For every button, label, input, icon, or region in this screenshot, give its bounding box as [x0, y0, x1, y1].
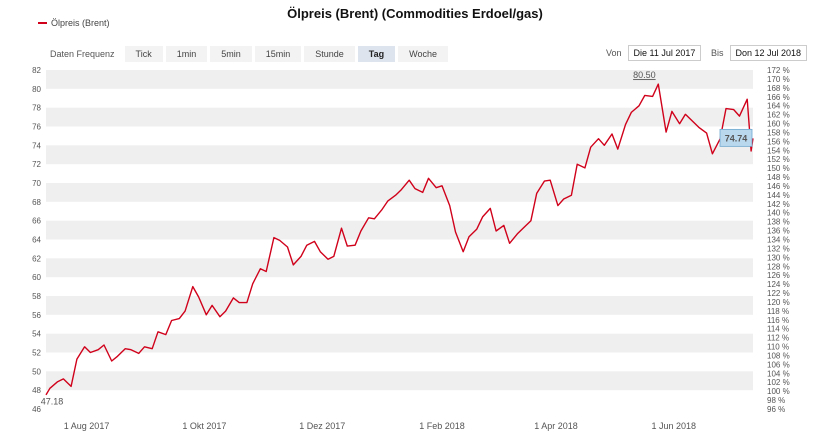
current-value-label: 74.74 [725, 133, 748, 143]
y2-tick-label: 126 % [767, 271, 790, 280]
y2-tick-label: 144 % [767, 191, 790, 200]
y-tick-label: 64 [32, 236, 41, 245]
y-tick-label: 60 [32, 273, 41, 282]
y-tick-label: 46 [32, 405, 41, 414]
grid-band [46, 296, 753, 315]
y-tick-label: 78 [32, 104, 41, 113]
freq-tick-button[interactable]: Tick [124, 46, 163, 62]
frequency-toolbar: Daten Frequenz Tick 1min 5min 15min Stun… [50, 46, 451, 62]
freq-1min-button[interactable]: 1min [165, 46, 208, 62]
x-tick-label: 1 Dez 2017 [299, 421, 345, 431]
y2-tick-label: 156 % [767, 137, 790, 146]
y2-tick-label: 106 % [767, 360, 790, 369]
y-tick-label: 66 [32, 217, 41, 226]
series-line [45, 83, 754, 396]
y2-tick-label: 102 % [767, 378, 790, 387]
y-tick-label: 70 [32, 179, 41, 188]
legend-swatch [38, 22, 47, 24]
y-tick-label: 58 [32, 292, 41, 301]
to-date-input[interactable]: Don 12 Jul 2018 [729, 45, 808, 61]
y2-tick-label: 114 % [767, 325, 789, 334]
date-range-to: Bis Don 12 Jul 2018 [711, 45, 808, 61]
freq-5min-button[interactable]: 5min [210, 46, 252, 62]
chart-title: Ölpreis (Brent) (Commodities Erdoel/gas) [287, 6, 543, 21]
y2-tick-label: 112 % [767, 334, 789, 343]
y2-tick-label: 116 % [767, 316, 789, 325]
y-tick-label: 76 [32, 123, 41, 132]
y2-tick-label: 146 % [767, 182, 790, 191]
y-tick-label: 48 [32, 386, 41, 395]
y2-tick-label: 118 % [767, 307, 789, 316]
y2-tick-label: 162 % [767, 111, 790, 120]
legend[interactable]: Ölpreis (Brent) [38, 18, 110, 28]
y2-tick-label: 104 % [767, 369, 790, 378]
x-tick-label: 1 Jun 2018 [652, 421, 697, 431]
y-tick-label: 68 [32, 198, 41, 207]
y-tick-label: 54 [32, 330, 41, 339]
y2-tick-label: 130 % [767, 253, 790, 262]
grid-band [46, 371, 753, 391]
y-tick-label: 52 [32, 349, 41, 358]
x-tick-label: 1 Feb 2018 [419, 421, 465, 431]
x-tick-label: 1 Aug 2017 [64, 421, 110, 431]
y2-tick-label: 136 % [767, 227, 790, 236]
y2-tick-label: 164 % [767, 102, 790, 111]
y-tick-label: 72 [32, 160, 41, 169]
y2-tick-label: 110 % [767, 343, 789, 352]
grid-band [46, 333, 753, 353]
y2-tick-label: 140 % [767, 209, 790, 218]
x-tick-label: 1 Apr 2018 [534, 421, 578, 431]
y2-tick-label: 172 % [767, 66, 790, 75]
y-tick-label: 82 [32, 66, 41, 75]
y-tick-label: 56 [32, 311, 41, 320]
y2-tick-label: 168 % [767, 84, 790, 93]
y-tick-label: 74 [32, 141, 41, 150]
to-label: Bis [711, 48, 724, 58]
legend-label: Ölpreis (Brent) [51, 18, 110, 28]
freq-tag-button[interactable]: Tag [357, 46, 396, 62]
y2-tick-label: 158 % [767, 128, 790, 137]
y2-tick-label: 148 % [767, 173, 790, 182]
y2-tick-label: 128 % [767, 262, 790, 271]
grid-band [46, 107, 753, 127]
y2-tick-label: 108 % [767, 351, 790, 360]
grid-band [46, 145, 753, 165]
frequency-label: Daten Frequenz [50, 49, 115, 59]
freq-stunde-button[interactable]: Stunde [304, 46, 355, 62]
freq-woche-button[interactable]: Woche [398, 46, 448, 62]
y2-tick-label: 152 % [767, 155, 790, 164]
y2-tick-label: 170 % [767, 75, 790, 84]
y2-tick-label: 166 % [767, 93, 790, 102]
y2-tick-label: 124 % [767, 280, 790, 289]
grid-band [46, 258, 753, 278]
freq-15min-button[interactable]: 15min [254, 46, 302, 62]
y2-tick-label: 100 % [767, 387, 790, 396]
y2-tick-label: 154 % [767, 146, 790, 155]
y2-tick-label: 134 % [767, 236, 790, 245]
from-label: Von [606, 48, 622, 58]
grid-band [46, 70, 753, 89]
y2-tick-label: 142 % [767, 200, 790, 209]
from-date-input[interactable]: Die 11 Jul 2017 [627, 45, 702, 61]
y2-tick-label: 150 % [767, 164, 790, 173]
y-tick-label: 62 [32, 254, 41, 263]
y2-tick-label: 98 % [767, 396, 785, 405]
x-tick-label: 1 Okt 2017 [182, 421, 226, 431]
current-value-tooltip [719, 128, 753, 147]
y-tick-label: 80 [32, 85, 41, 94]
y-tick-label: 50 [32, 367, 41, 376]
high-annotation: 80.50 [633, 70, 656, 80]
y2-tick-label: 160 % [767, 120, 790, 129]
date-range-from: Von Die 11 Jul 2017 [606, 45, 702, 61]
y2-tick-label: 120 % [767, 298, 790, 307]
y2-tick-label: 96 % [767, 405, 785, 414]
grid-band [46, 183, 753, 202]
low-annotation: 47.18 [41, 396, 64, 406]
y2-tick-label: 122 % [767, 289, 790, 298]
grid-band [46, 220, 753, 240]
y2-tick-label: 132 % [767, 244, 790, 253]
y2-tick-label: 138 % [767, 218, 790, 227]
